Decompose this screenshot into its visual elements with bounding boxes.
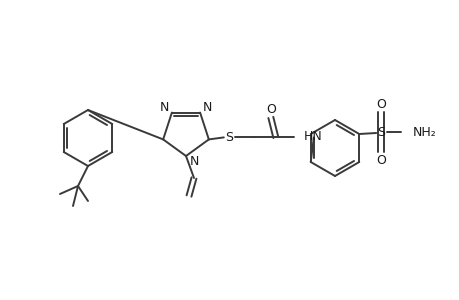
Text: O: O [375, 98, 386, 110]
Text: N: N [189, 154, 198, 167]
Text: HN: HN [303, 130, 322, 143]
Text: S: S [376, 125, 384, 139]
Text: O: O [265, 103, 275, 116]
Text: O: O [375, 154, 386, 166]
Text: NH₂: NH₂ [412, 125, 436, 139]
Text: N: N [160, 101, 169, 114]
Text: N: N [202, 101, 211, 114]
Text: S: S [224, 131, 232, 144]
